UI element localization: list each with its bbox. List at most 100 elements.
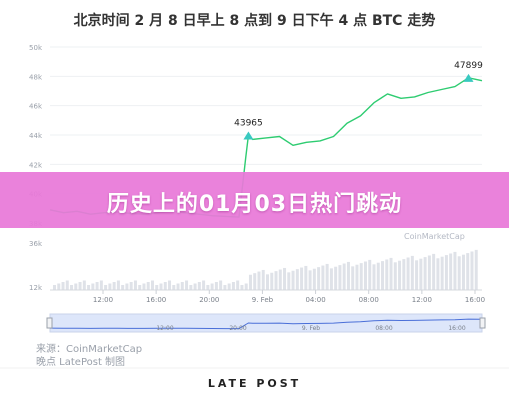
volume-bar [108,283,112,290]
volume-bar [138,285,142,290]
volume-bar [112,282,116,290]
volume-bar [308,270,312,290]
volume-bar [427,255,431,290]
volume-bar [168,280,172,290]
volume-bar [372,264,376,290]
volume-bar [274,271,278,290]
volume-bar [70,285,74,290]
volume-bar [133,280,137,290]
navigator-tick-label: 12:00 [156,325,173,332]
volume-tick-label: 36k [29,240,43,248]
y-tick-label: 46k [29,103,43,111]
volume-bar [142,283,146,290]
volume-bar [402,259,406,290]
volume-bar [393,262,397,290]
navigator-handle-left [46,317,53,329]
navigator-tick-label: 20:00 [229,325,246,332]
x-tick-label: 9. Feb [252,296,274,304]
volume-bar [155,285,159,290]
volume-bar [214,282,218,290]
topic-banner [0,172,509,228]
volume-bar [321,265,325,290]
volume-bar [295,269,299,290]
volume-bar [53,285,56,290]
volume-bar [202,280,206,290]
volume-bar [206,285,210,290]
volume-bar [219,280,223,290]
volume-bar [444,255,448,290]
volume-bar [197,282,201,290]
volume-bar [116,280,120,290]
volume-bar [300,267,304,290]
latepost-logo: LATE POST [207,377,302,390]
volume-bar [210,283,214,290]
peak-label: 47899 [454,61,483,71]
volume-bar [121,285,125,290]
navigator-tick-label: 08:00 [375,325,392,332]
x-tick-label: 16:00 [146,296,166,304]
volume-bar [398,260,402,290]
volume-bar [368,259,372,290]
volume-bar [351,266,355,290]
chart-title: 北京时间 2 月 8 日早上 8 点到 9 日下午 4 点 BTC 走势 [73,13,436,29]
volume-bar [180,282,184,290]
volume-bar [231,282,235,290]
x-tick-label: 20:00 [199,296,219,304]
volume-bar [385,259,389,290]
chart-credit: 晚点 LatePost 制图 [36,357,126,368]
volume-bar [244,283,248,290]
navigator-handle-right [479,317,486,329]
volume-bar [363,261,367,290]
volume-bar [129,282,133,290]
volume-bar [189,285,193,290]
volume-bar [283,267,287,290]
volume-bar [146,282,150,290]
volume-bar [376,262,380,290]
volume-bar [236,280,240,290]
volume-bar [159,283,163,290]
coinmarketcap-watermark: CoinMarketCap [404,232,465,241]
volume-bar [440,256,444,290]
volume-bar [461,254,465,290]
volume-bar [176,283,180,290]
volume-bar [342,263,346,290]
x-tick-label: 12:00 [412,296,432,304]
volume-bar [415,260,419,290]
volume-bar [466,253,470,290]
volume-bar [266,274,269,290]
volume-bar [78,282,82,290]
volume-bar [291,270,295,290]
volume-bar [329,268,333,290]
volume-bar [57,283,61,290]
volume-bar [87,285,91,290]
navigator-tick-label: 16:00 [448,325,465,332]
volume-bar [74,283,78,290]
volume-bar [104,285,108,290]
x-tick-label: 08:00 [359,296,379,304]
volume-bar [278,269,282,290]
y-tick-label: 44k [29,132,43,140]
volume-bar [359,263,363,290]
volume-bar [172,285,176,290]
volume-bar [95,282,99,290]
volume-bar [163,282,167,290]
volume-bar [355,264,359,290]
volume-bar [261,269,265,290]
volume-bar [453,251,457,290]
volume-bar [474,249,478,290]
y-tick-label: 42k [29,161,43,169]
volume-bar [253,273,257,290]
volume-bar [223,285,227,290]
volume-bar [125,283,129,290]
x-tick-label: 04:00 [305,296,325,304]
volume-bar [61,282,65,290]
volume-bar [150,280,154,290]
x-tick-label: 16:00 [465,296,485,304]
volume-bar [240,285,244,290]
volume-bar [449,253,453,290]
volume-bar [436,258,440,290]
volume-bar [248,274,252,290]
volume-bar [99,280,103,290]
volume-bar [432,253,436,290]
volume-bar [334,266,338,290]
